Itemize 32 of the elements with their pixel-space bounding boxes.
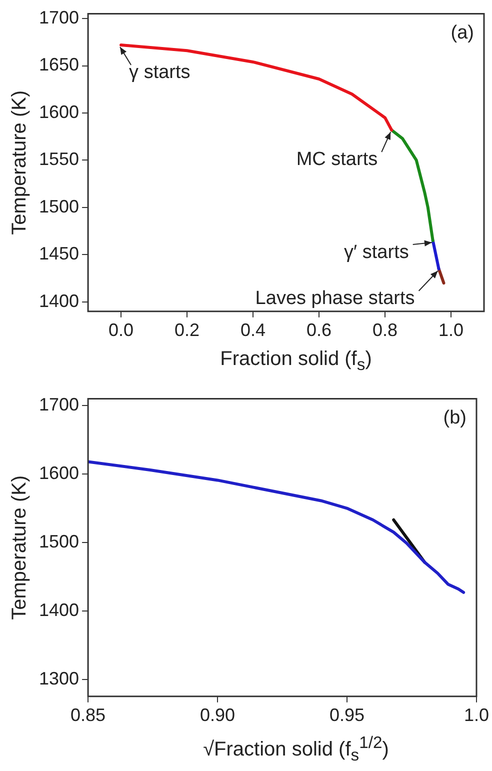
y-axis-title: Temperature (K) bbox=[8, 475, 31, 620]
x-axis-title: √Fraction solid (f$_{s}$$^{1/2}$) bbox=[202, 733, 390, 766]
x-tick-label: 0.2 bbox=[174, 320, 200, 340]
y-tick-label: 1400 bbox=[38, 290, 80, 311]
y-tick-label: 1600 bbox=[38, 463, 80, 484]
x-tick-label: 0.95 bbox=[329, 705, 365, 726]
y-tick-label: 1400 bbox=[38, 600, 80, 620]
x-tick-label: 0.0 bbox=[108, 320, 134, 340]
annotation: Laves phase starts bbox=[255, 288, 415, 310]
annotation: γ starts bbox=[129, 62, 190, 84]
x-tick-label: 1.0 bbox=[438, 320, 464, 340]
y-tick-label: 1300 bbox=[38, 668, 80, 688]
annotation: (b) bbox=[443, 408, 466, 429]
y-tick-label: 1550 bbox=[38, 149, 80, 170]
y-tick-label: 1600 bbox=[38, 102, 80, 122]
x-tick-label: 1.0 bbox=[464, 705, 490, 726]
annotation: MC starts bbox=[296, 149, 378, 170]
y-tick-label: 1650 bbox=[38, 54, 80, 75]
annotation: (a) bbox=[450, 22, 474, 44]
x-tick-label: 0.4 bbox=[240, 320, 266, 340]
x-axis-title: Fraction solid (f$_{s}$) bbox=[219, 348, 373, 375]
x-tick-label: 0.8 bbox=[372, 320, 398, 340]
x-tick-label: 0.85 bbox=[70, 705, 106, 726]
annotation: γ′ starts bbox=[344, 242, 409, 263]
x-tick-label: 0.6 bbox=[306, 320, 332, 340]
x-tick-label: 0.90 bbox=[200, 705, 236, 726]
y-tick-label: 1450 bbox=[38, 244, 80, 264]
y-tick-label: 1700 bbox=[38, 7, 80, 28]
y-axis-title: Temperature (K) bbox=[8, 90, 31, 235]
y-tick-label: 1700 bbox=[38, 394, 80, 415]
y-tick-label: 1500 bbox=[38, 531, 80, 552]
y-tick-label: 1500 bbox=[38, 196, 80, 216]
